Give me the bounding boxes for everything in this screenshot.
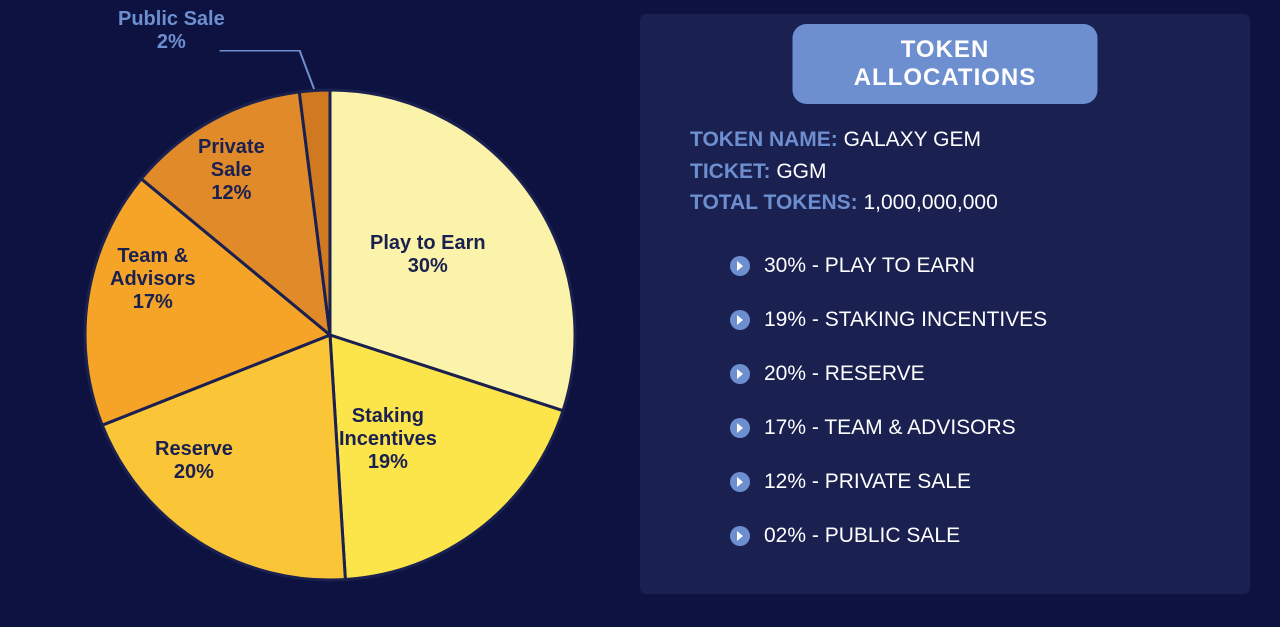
bullet-text: 30% - PLAY TO EARN [764,254,975,278]
pie-callout-public-sale: Public Sale 2% [118,8,225,54]
chevron-circle-icon [730,364,750,384]
bullet-text: 12% - PRIVATE SALE [764,470,971,494]
total-label: TOTAL TOKENS: [690,191,858,214]
bullet-text: 20% - RESERVE [764,362,925,386]
pie-label-private: Private Sale 12% [198,136,265,205]
pie-svg [70,50,600,610]
total-value: 1,000,000,000 [863,191,997,214]
list-item: 30% - PLAY TO EARN [730,254,1047,278]
callout-line2: 2% [157,31,186,53]
pie-label-team: Team & Advisors 17% [110,245,196,314]
callout-line1: Public Sale [118,8,225,30]
ticket-label: TICKET: [690,160,771,183]
pie-label-reserve: Reserve 20% [155,438,233,484]
meta-row-total: TOTAL TOKENS: 1,000,000,000 [690,187,998,219]
list-item: 19% - STAKING INCENTIVES [730,308,1047,332]
list-item: 12% - PRIVATE SALE [730,470,1047,494]
pie-label-staking: Staking Incentives 19% [339,405,437,474]
bullet-text: 02% - PUBLIC SALE [764,524,960,548]
chevron-circle-icon [730,256,750,276]
list-item: 02% - PUBLIC SALE [730,524,1047,548]
list-item: 17% - TEAM & ADVISORS [730,416,1047,440]
pie-label-play-to-earn: Play to Earn 30% [370,232,486,278]
meta-row-token-name: TOKEN NAME: GALAXY GEM [690,124,998,156]
meta-block: TOKEN NAME: GALAXY GEM TICKET: GGM TOTAL… [690,124,998,219]
bullet-text: 19% - STAKING INCENTIVES [764,308,1047,332]
bullet-list: 30% - PLAY TO EARN 19% - STAKING INCENTI… [730,254,1047,578]
meta-row-ticket: TICKET: GGM [690,156,998,188]
list-item: 20% - RESERVE [730,362,1047,386]
title-text: TOKEN ALLOCATIONS [854,36,1037,91]
chevron-circle-icon [730,472,750,492]
pie-chart [70,50,600,615]
title-badge: TOKEN ALLOCATIONS [793,24,1098,104]
token-name-value: GALAXY GEM [844,128,981,151]
chevron-circle-icon [730,310,750,330]
pie-chart-panel: Public Sale 2% Play to Earn 30% Staking … [0,0,640,627]
chevron-circle-icon [730,526,750,546]
ticket-value: GGM [776,160,826,183]
chevron-circle-icon [730,418,750,438]
token-name-label: TOKEN NAME: [690,128,838,151]
bullet-text: 17% - TEAM & ADVISORS [764,416,1016,440]
info-panel: TOKEN ALLOCATIONS TOKEN NAME: GALAXY GEM… [640,14,1250,594]
